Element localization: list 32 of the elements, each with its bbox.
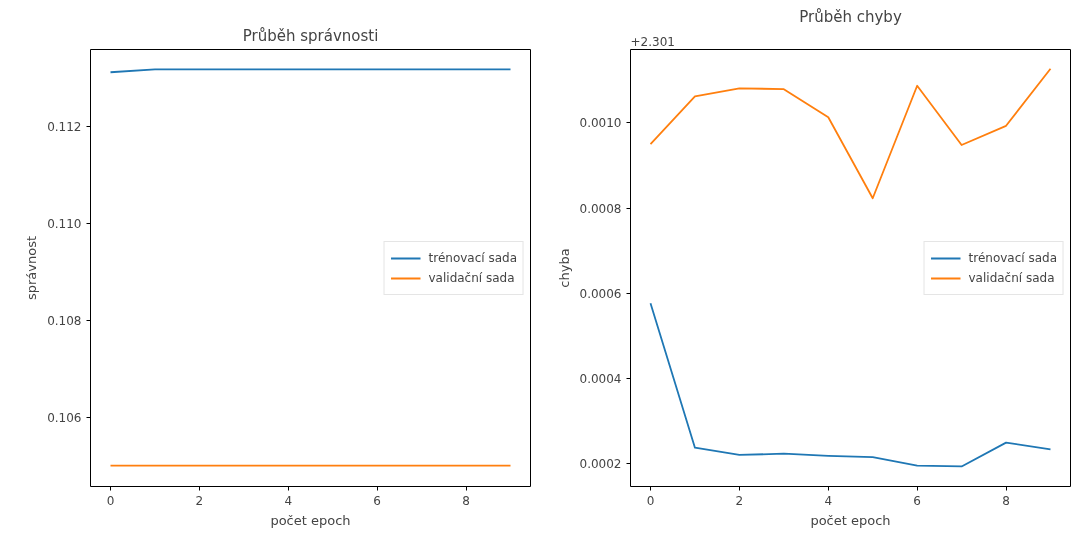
legend-label: trénovací sada xyxy=(428,250,517,265)
y-tick-label: 0.0008 xyxy=(579,201,622,216)
y-tick-label: 0.0002 xyxy=(579,457,622,472)
x-tick-label: 2 xyxy=(735,493,744,508)
line-series xyxy=(649,302,1052,468)
x-tick-label: 8 xyxy=(1002,493,1010,508)
text: +2.301 xyxy=(630,34,675,49)
x-axis-title: počet epoch xyxy=(810,512,891,528)
chart-title: Průběh chyby xyxy=(799,7,902,26)
x-tick-label: 6 xyxy=(373,493,381,508)
y-tick-label: 0.0004 xyxy=(579,372,622,387)
legend-label: trénovací sada xyxy=(968,250,1057,265)
x-tick-label: 2 xyxy=(195,493,204,508)
chart-title: Průběh správnosti xyxy=(242,26,379,45)
x-tick-label: 8 xyxy=(462,493,470,508)
x-tick-label: 4 xyxy=(824,493,833,508)
y-tick-label: 0.108 xyxy=(47,314,82,329)
x-tick-label: 0 xyxy=(106,493,115,508)
x-tick-label: 4 xyxy=(284,493,293,508)
y-tick-label: 0.112 xyxy=(47,120,82,135)
y-axis-title: chyba xyxy=(556,248,572,288)
line-series xyxy=(649,67,1052,200)
x-tick-label: 6 xyxy=(913,493,921,508)
legend-label: validační sada xyxy=(428,270,515,285)
y-tick-label: 0.106 xyxy=(47,410,82,425)
y-axis-title: správnost xyxy=(24,235,40,301)
x-axis-title: počet epoch xyxy=(270,512,351,528)
y-tick-label: 0.0006 xyxy=(579,286,622,301)
y-tick-label: 0.0010 xyxy=(579,116,622,131)
y-tick-label: 0.110 xyxy=(47,217,82,232)
x-tick-label: 0 xyxy=(646,493,655,508)
legend-label: validační sada xyxy=(968,270,1055,285)
